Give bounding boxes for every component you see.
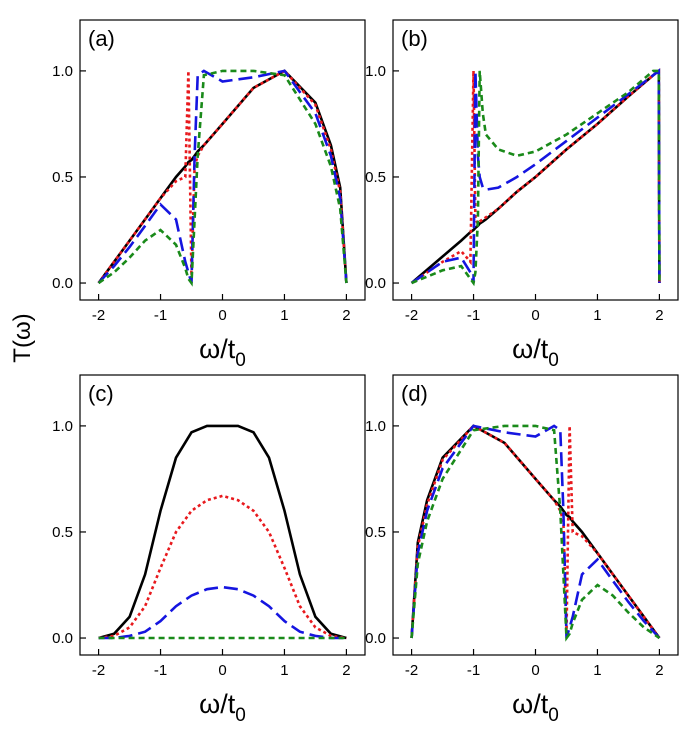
x-tick-label: -2 [405, 662, 418, 679]
x-tick-label: 0 [218, 307, 226, 324]
x-tick-label: -2 [405, 307, 418, 324]
data-line [410, 68, 661, 284]
data-line [98, 424, 347, 640]
plot-frame [79, 374, 366, 656]
x-tick-label: -1 [467, 662, 480, 679]
y-tick-label: 0.0 [52, 275, 73, 292]
x-tick-label: -1 [467, 307, 480, 324]
plot-frame [79, 19, 366, 301]
x-tick-label: 0 [531, 307, 539, 324]
x-tick-label: 2 [342, 307, 350, 324]
y-tick-label: 1.0 [365, 63, 386, 80]
y-tick-label: 0.0 [365, 275, 386, 292]
x-axis-label-main: ω/t [199, 334, 236, 364]
data-line [410, 424, 661, 639]
y-tick-label: 0.0 [365, 630, 386, 647]
x-tick-label: 1 [280, 662, 288, 679]
plot-frame [392, 374, 679, 656]
x-tick-label: 1 [280, 307, 288, 324]
data-line [410, 424, 661, 642]
x-tick-label: -1 [154, 307, 167, 324]
x-tick-label: 2 [655, 662, 663, 679]
data-line [410, 68, 661, 285]
x-tick-label: -2 [92, 662, 105, 679]
x-tick-label: 0 [531, 662, 539, 679]
plot-frame [392, 19, 679, 301]
y-tick-label: 0.5 [52, 524, 73, 541]
x-axis-label-subscript: 0 [235, 350, 246, 371]
data-line [97, 69, 348, 287]
y-tick-label: 0.5 [365, 524, 386, 541]
x-axis-label: ω/t0 [512, 689, 559, 726]
panel-label: (d) [401, 381, 428, 406]
y-tick-label: 1.0 [52, 418, 73, 435]
y-axis-label: T(ω) [9, 313, 36, 362]
data-line [98, 585, 347, 640]
data-line [97, 69, 348, 284]
x-tick-label: -1 [154, 662, 167, 679]
x-tick-label: 1 [593, 307, 601, 324]
data-line [410, 68, 661, 285]
x-tick-label: 2 [655, 307, 663, 324]
x-axis-label-main: ω/t [199, 689, 236, 719]
panel-label: (a) [88, 26, 115, 51]
x-axis-label: ω/t0 [199, 334, 246, 371]
data-line [98, 494, 347, 640]
x-axis-label-main: ω/t [512, 689, 549, 719]
y-tick-label: 1.0 [365, 418, 386, 435]
x-axis-label-main: ω/t [512, 334, 549, 364]
x-axis-label-subscript: 0 [548, 350, 559, 371]
y-tick-label: 0.5 [52, 169, 73, 186]
y-tick-label: 0.5 [365, 169, 386, 186]
x-tick-label: -2 [92, 307, 105, 324]
x-axis-label: ω/t0 [512, 334, 559, 371]
x-axis-label-subscript: 0 [548, 705, 559, 726]
x-axis-label-subscript: 0 [235, 705, 246, 726]
panel-label: (b) [401, 26, 428, 51]
x-tick-label: 1 [593, 662, 601, 679]
panel-label: (c) [88, 381, 114, 406]
x-axis-label: ω/t0 [199, 689, 246, 726]
y-tick-label: 1.0 [52, 63, 73, 80]
x-tick-label: 2 [342, 662, 350, 679]
x-tick-label: 0 [218, 662, 226, 679]
y-tick-label: 0.0 [52, 630, 73, 647]
